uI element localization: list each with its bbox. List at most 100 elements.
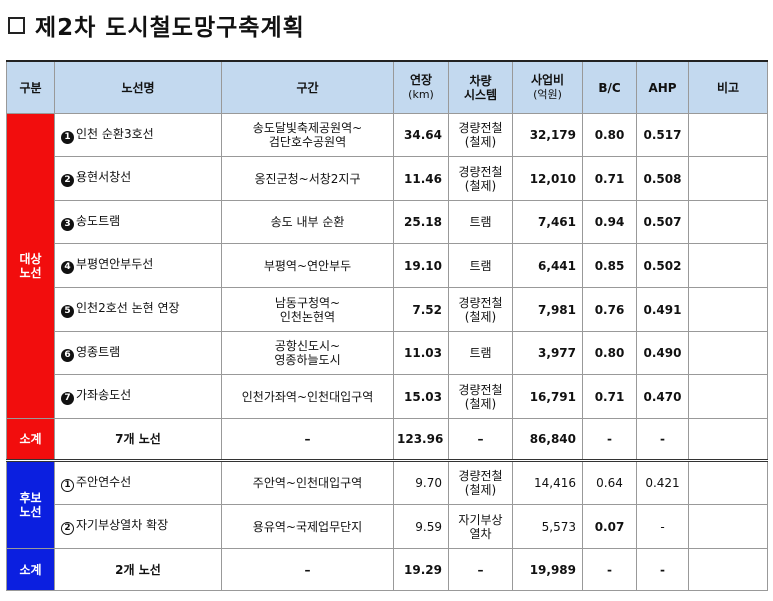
route-vehicle-cell: 경량전철 (철제): [448, 287, 513, 332]
route-ahp-cell: 0.490: [636, 331, 689, 375]
route-bc-cell: 0.76: [582, 287, 637, 332]
route-vehicle-cell: 트램: [448, 331, 513, 375]
route-number-badge: 6: [61, 348, 74, 362]
route-bc-cell: 0.80: [582, 113, 637, 157]
route-note-cell: [688, 287, 768, 332]
header-vehicle-line1: 차량: [469, 73, 492, 88]
route-name-cell: 1 주안연수선: [54, 459, 222, 505]
route-section-cell: 인천가좌역~인천대입구역: [221, 374, 394, 419]
cell-line: 노선: [19, 266, 42, 280]
route-section-cell: 송도달빛축제공원역~ 검단호수공원역: [221, 113, 394, 157]
subtotal-cost: 86,840: [512, 418, 583, 461]
route-ahp-cell: 0.517: [636, 113, 689, 157]
route-number-badge: 5: [61, 305, 74, 318]
cell-line: (철제): [464, 483, 497, 497]
route-name: 자기부상열차 확장: [76, 518, 169, 532]
route-cost-cell: 7,981: [512, 287, 583, 332]
route-note-cell: [688, 200, 768, 244]
subtotal-length: 123.96: [393, 418, 449, 461]
route-note-cell: [688, 113, 768, 157]
route-cost-cell: 32,179: [512, 113, 583, 157]
route-number-badge: 2: [61, 522, 74, 535]
table-header-row: 구분 노선명 구간 연장 (km) 차량 시스템 사업비 (억원) B/C AHP 비…: [6, 60, 768, 114]
cell-line: 남동구청역~: [274, 295, 341, 310]
header-cost-label: 사업비: [530, 73, 565, 87]
route-section-cell: 부평역~연안부두: [221, 243, 394, 288]
route-section-cell: 송도 내부 순환: [221, 200, 394, 244]
route-note-cell: [688, 504, 768, 549]
route-note-cell: [688, 243, 768, 288]
table-row: 2 자기부상열차 확장 용유역~국제업무단지 9.59 자기부상 열차 5,573 0.07-: [7, 504, 768, 549]
cell-line: 트램: [469, 258, 492, 273]
route-section-cell: 공항신도시~ 영종하늘도시: [221, 331, 394, 375]
route-ahp-cell: 0.507: [636, 200, 689, 244]
route-vehicle-cell: 자기부상 열차: [448, 504, 513, 549]
cell-line: 용유역~국제업무단지: [252, 519, 363, 534]
route-number-badge: 4: [61, 261, 74, 274]
route-bc-cell: 0.07: [582, 504, 637, 549]
route-name-cell: 2 자기부상열차 확장: [54, 504, 222, 549]
subtotal-name: 7개 노선: [54, 418, 222, 461]
route-name-cell: 6 영종트램: [54, 331, 222, 375]
header-section: 구간: [221, 60, 394, 114]
route-name-cell: 5 인천2호선 논현 연장: [54, 287, 222, 332]
table-row: 7 가좌송도선 인천가좌역~인천대입구역 15.03 경량전철 (철제) 16,791 0.7…: [7, 374, 768, 419]
header-length-unit: (km): [408, 88, 434, 101]
route-name: 용현서창선: [76, 170, 132, 184]
header-vehicle-line2: 시스템: [463, 87, 498, 102]
table-row: 5 인천2호선 논현 연장 남동구청역~ 인천논현역 7.52 경량전철 (철제) 7,981…: [7, 287, 768, 332]
header-category: 구분: [6, 60, 55, 114]
route-length-cell: 15.03: [393, 374, 449, 419]
page-title-area: 제2차 도시철도망구축계획: [8, 10, 305, 41]
route-ahp-cell: 0.491: [636, 287, 689, 332]
route-name: 인천 순환3호선: [76, 126, 154, 141]
cell-line: (철제): [464, 309, 497, 324]
route-section-cell: 용유역~국제업무단지: [221, 504, 394, 549]
route-section-cell: 주안역~인천대입구역: [221, 459, 394, 505]
cell-line: 열차: [469, 526, 492, 541]
subtotal-ahp: -: [636, 548, 689, 591]
subtotal-vehicle: –: [448, 418, 513, 461]
route-cost-cell: 16,791: [512, 374, 583, 419]
route-vehicle-cell: 트램: [448, 243, 513, 288]
table-row: 4 부평연안부두선 부평역~연안부두 19.10 트램 6,441 0.85 0.502: [7, 243, 768, 288]
route-length-cell: 19.10: [393, 243, 449, 288]
candidate-group-subtotal-label: 소계: [6, 548, 55, 591]
route-name: 부평연안부두선: [76, 257, 154, 271]
route-name: 주안연수선: [76, 474, 132, 489]
subtotal-section: –: [221, 418, 394, 461]
route-note-cell: [688, 156, 768, 201]
route-vehicle-cell: 경량전철 (철제): [448, 374, 513, 419]
route-ahp-cell: 0.421: [636, 459, 689, 505]
table-row: 2 용현서창선 옹진군청~서창2지구 11.46 경량전철 (철제) 12,010 0.71 0…: [7, 156, 768, 201]
route-bc-cell: 0.64: [582, 459, 637, 505]
subtotal-note: [688, 418, 768, 461]
route-bc-cell: 0.94: [582, 200, 637, 244]
route-section-cell: 옹진군청~서창2지구: [221, 156, 394, 201]
route-bc-cell: 0.71: [582, 374, 637, 419]
route-section-cell: 남동구청역~ 인천논현역: [221, 287, 394, 332]
route-name-cell: 2 용현서창선: [54, 156, 222, 201]
route-length-cell: 34.64: [393, 113, 449, 157]
route-vehicle-cell: 트램: [448, 200, 513, 244]
route-name-cell: 3 송도트램: [54, 200, 222, 244]
cell-line: 경량전철: [458, 121, 503, 135]
cell-line: 송도 내부 순환: [270, 215, 345, 229]
route-cost-cell: 3,977: [512, 331, 583, 375]
route-name: 영종트램: [76, 344, 121, 359]
cell-line: 후보: [19, 491, 42, 505]
route-name: 송도트램: [76, 213, 121, 228]
route-ahp-cell: 0.470: [636, 374, 689, 419]
header-length: 연장 (km): [393, 60, 449, 114]
route-cost-cell: 12,010: [512, 156, 583, 201]
header-cost-unit: (억원): [533, 88, 562, 101]
header-name: 노선명: [54, 60, 222, 114]
main-group-subtotal-label: 소계: [6, 418, 55, 461]
route-length-cell: 11.46: [393, 156, 449, 201]
route-length-cell: 25.18: [393, 200, 449, 244]
cell-line: 경량전철: [458, 469, 503, 483]
cell-line: 공항신도시~: [274, 339, 341, 353]
cell-line: 인천가좌역~인천대입구역: [241, 389, 374, 404]
cell-line: 경량전철: [458, 295, 503, 310]
subtotal-bc: -: [582, 548, 637, 591]
